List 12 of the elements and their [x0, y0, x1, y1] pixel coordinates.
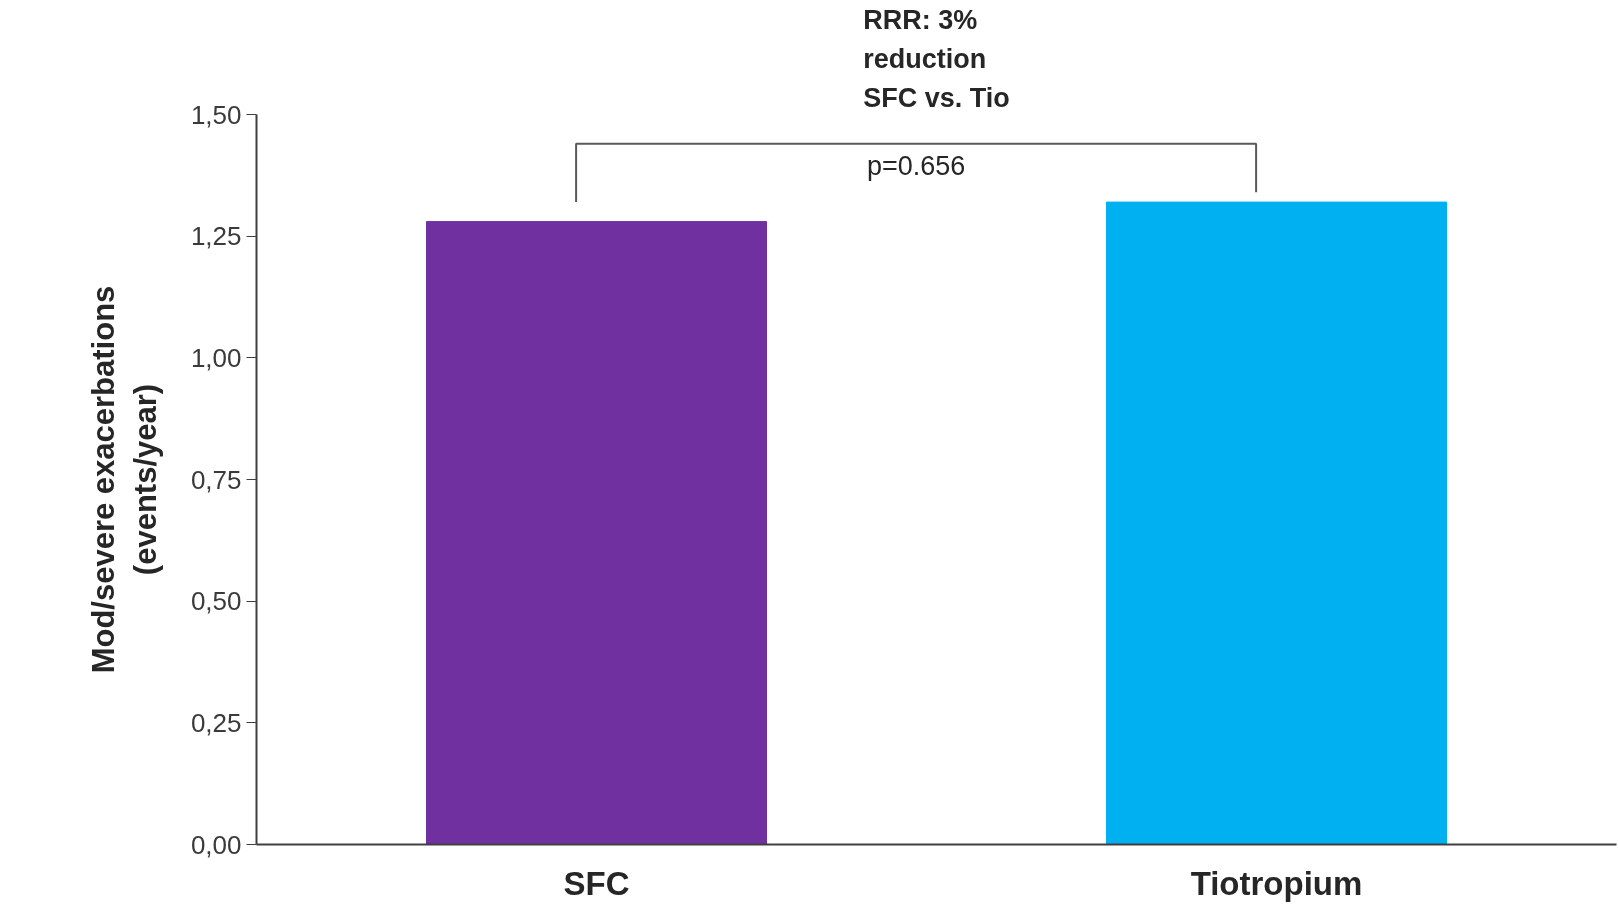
text: RRR: 3% reduction SFC vs. Tio: [863, 4, 1010, 113]
y-axis-title: Mod/severe exacerbations (events/year): [85, 285, 163, 674]
y-tick-label: 0,25: [190, 707, 242, 738]
y-tick-label: 0,50: [190, 586, 242, 617]
x-tick-label: Tiotropium: [1190, 864, 1363, 902]
annotation: p=0.656: [866, 150, 966, 181]
y-tick-label: 1,50: [190, 99, 242, 130]
x-tick-label: SFC: [563, 864, 630, 902]
y-tick-label: 0,75: [190, 464, 242, 495]
y-tick-label: 0,00: [190, 829, 242, 860]
y-tick-label: 1,00: [190, 342, 242, 373]
y-tick-label: 1,25: [190, 221, 242, 252]
